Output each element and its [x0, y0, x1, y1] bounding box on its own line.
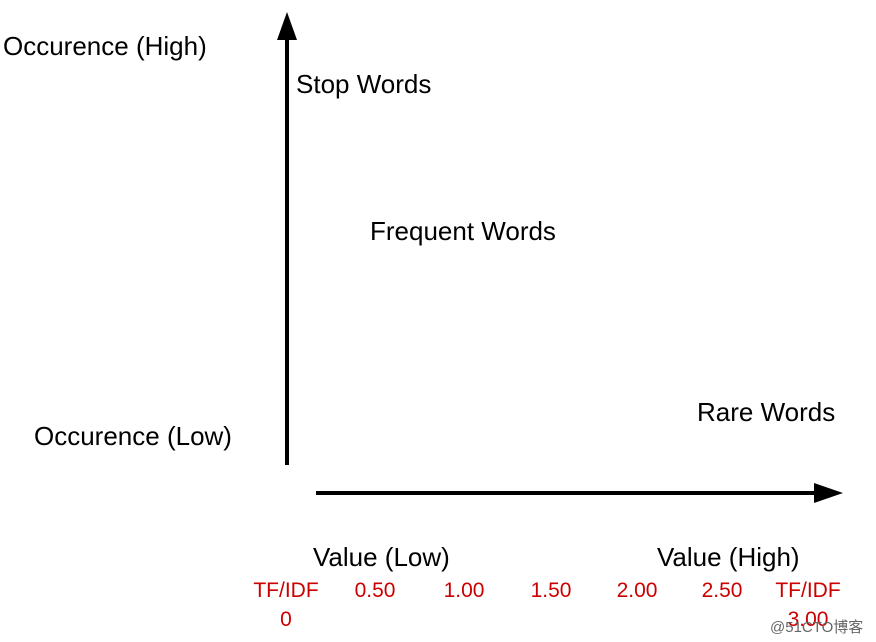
y-high-label: Occurence (High) [3, 31, 207, 61]
x-low-label: Value (Low) [313, 542, 450, 572]
x-axis-arrowhead [814, 483, 843, 503]
scale-label: TF/IDF [253, 579, 318, 602]
watermark: @51CTO博客 [770, 619, 863, 636]
region-label: Stop Words [296, 69, 431, 99]
x-high-label: Value (High) [657, 542, 800, 572]
scale-label: 0 [280, 608, 292, 631]
scale-label: 1.50 [531, 579, 572, 602]
scale-label: 1.00 [444, 579, 485, 602]
y-low-label: Occurence (Low) [34, 421, 232, 451]
scale-label: TF/IDF [775, 579, 840, 602]
region-label: Frequent Words [370, 216, 556, 246]
scale-label: 3.00 [788, 608, 829, 631]
scale-label: 2.00 [617, 579, 658, 602]
scale-label: 0.50 [355, 579, 396, 602]
x-axis [316, 483, 843, 503]
y-axis-arrowhead [277, 12, 297, 40]
scale-label: 2.50 [702, 579, 743, 602]
y-axis [277, 12, 297, 465]
region-label: Rare Words [697, 397, 835, 427]
